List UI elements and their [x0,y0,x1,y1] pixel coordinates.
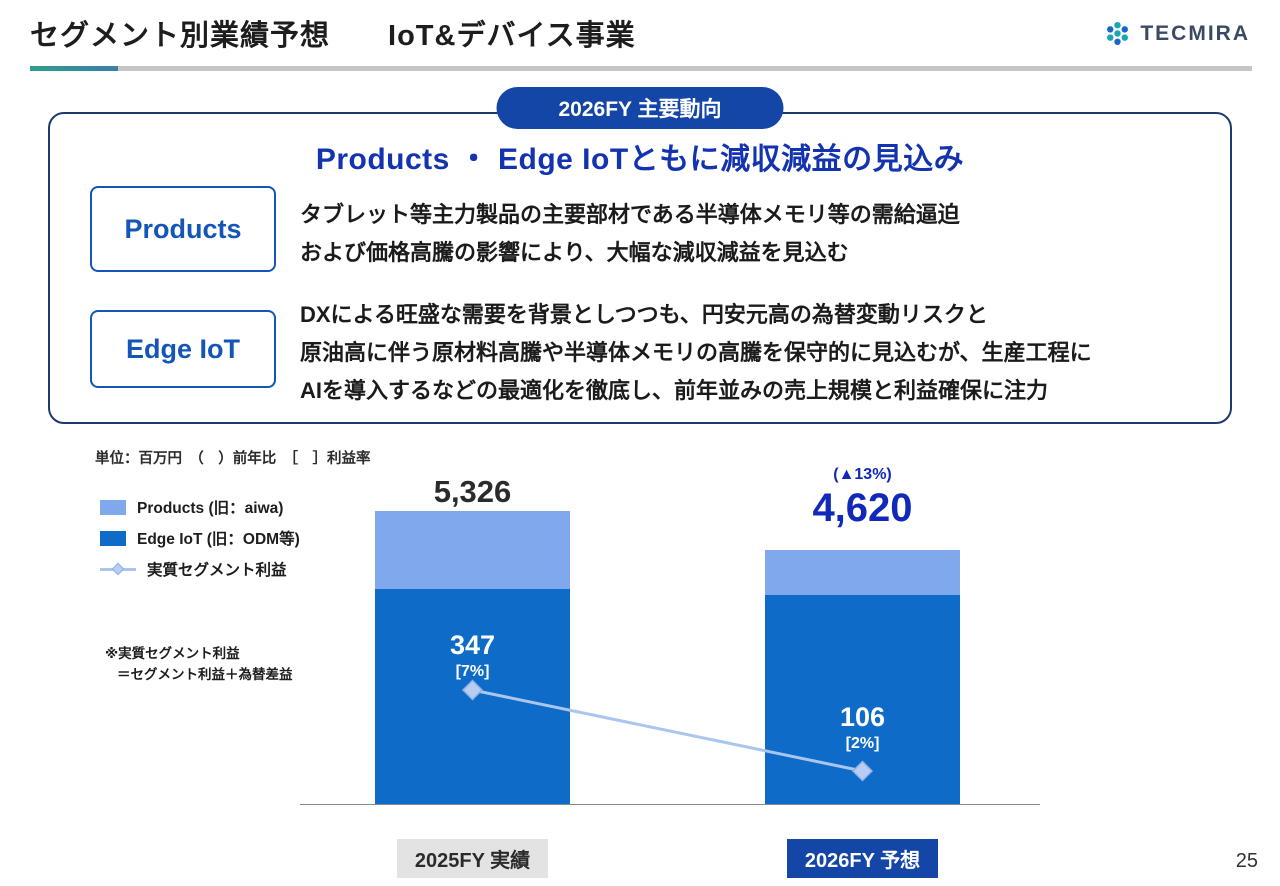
category-label-2026: 2026FY 予想 [765,839,960,878]
legend-label-edge-iot: Edge IoT (旧：ODM等) [137,531,300,548]
products-description-line: タブレット等主力製品の主要部材である半導体メモリ等の需給逼迫 [300,202,960,227]
chart-legend: Products (旧：aiwa) Edge IoT (旧：ODM等) 実質セグ… [100,496,300,589]
edge-iot-description-line: DXによる旺盛な需要を背景としつつも、円安元高の為替変動リスクと [300,302,988,327]
edge-iot-description-line: AIを導入するなどの最適化を徹底し、前年並みの売上規模と利益確保に注力 [300,378,1049,403]
edge-iot-label-box: Edge IoT [90,310,276,388]
summary-box: Products ・ Edge IoTともに減収減益の見込み Products … [48,112,1232,424]
profit-label-2026: 106 [2%] [765,702,960,753]
profit-value-2025: 347 [449,630,496,660]
profit-margin-2026: [2%] [845,735,880,752]
legend-label-profit: 実質セグメント利益 [147,562,287,579]
bar-total-2026: 4,620 [812,486,913,530]
bar-segment-edge-iot [375,589,570,804]
header-divider [30,66,1252,71]
summary-headline: Products ・ Edge IoTともに減収減益の見込み [315,143,965,176]
edge-iot-description-line: 原油高に伴う原材料高騰や半導体メモリの高騰を保守的に見込むが、生産工程に [300,340,1092,365]
logo-text: TECMIRA [1140,21,1250,45]
page-title-main: セグメント別業績予想 [30,20,331,52]
profit-value-2026: 106 [839,702,886,732]
category-label-2026-text: 2026FY 予想 [786,839,939,878]
chart-footnote-line: ※実質セグメント利益 [105,646,240,661]
stacked-bar [765,550,960,804]
fy-highlight-badge: 2026FY 主要動向 [496,87,784,129]
legend-line-marker-icon [100,562,136,576]
legend-label-products: Products (旧：aiwa) [137,500,284,517]
profit-margin-2025: [7%] [455,663,490,680]
edge-iot-description: DXによる旺盛な需要を背景としつつも、円安元高の為替変動リスクと 原油高に伴う原… [300,296,1092,410]
products-label: Products [124,213,242,244]
bar-total-2025: 5,326 [433,474,512,509]
chart-footnote: ※実質セグメント利益 ＝セグメント利益＋為替差益 [105,643,293,685]
x-axis-line [300,804,1040,805]
edge-iot-label: Edge IoT [126,333,240,364]
header-divider-accent [30,66,118,71]
legend-item-products: Products (旧：aiwa) [100,496,300,518]
profit-label-2025: 347 [7%] [375,630,570,681]
products-description: タブレット等主力製品の主要部材である半導体メモリ等の需給逼迫 および価格高騰の影… [300,196,960,272]
bar-segment-products [375,511,570,589]
legend-swatch-edge-iot [100,530,126,546]
logo: TECMIRA [1104,20,1250,47]
page-number: 25 [1235,850,1258,872]
chart-unit-note: 単位：百万円 （ ）前年比 ［ ］利益率 [95,451,371,467]
bar-yoy-change-2026: (▲13%) [833,466,892,483]
legend-swatch-products [100,499,126,515]
page-title-sub: IoT&デバイス事業 [388,20,636,52]
chart-footnote-line: ＝セグメント利益＋為替差益 [117,667,293,682]
products-description-line: および価格高騰の影響により、大幅な減収減益を見込む [300,240,849,265]
category-label-2025-text: 2025FY 実績 [396,839,549,878]
tecmira-logo-icon [1107,21,1129,46]
bar-segment-edge-iot [765,595,960,804]
page-title: セグメント別業績予想 IoT&デバイス事業 [30,12,636,54]
diamond-marker-icon [111,562,125,576]
category-label-2025: 2025FY 実績 [375,839,570,878]
products-label-box: Products [90,186,276,272]
legend-item-edge-iot: Edge IoT (旧：ODM等) [100,527,300,549]
legend-item-profit: 実質セグメント利益 [100,558,300,580]
bar-segment-products [765,550,960,595]
